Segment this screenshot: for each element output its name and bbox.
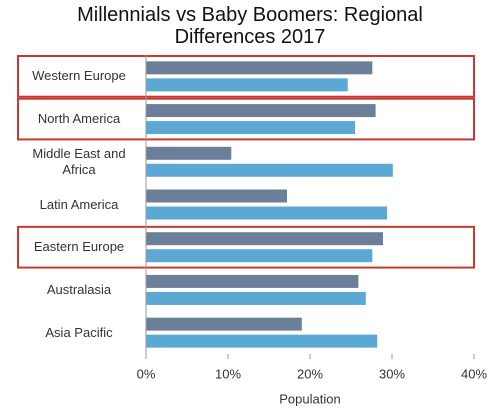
x-tick-label: 20% bbox=[297, 366, 323, 381]
category-label: Eastern Europe bbox=[33, 239, 125, 255]
bar bbox=[146, 146, 232, 160]
bar bbox=[146, 334, 378, 348]
bar bbox=[146, 104, 376, 118]
highlight-box bbox=[17, 97, 475, 141]
bar bbox=[146, 317, 302, 331]
category-label: Latin America bbox=[39, 196, 119, 212]
highlight-box bbox=[17, 55, 475, 98]
x-tick-label: 0% bbox=[137, 366, 156, 381]
category-label: Australasia bbox=[46, 281, 112, 297]
bar bbox=[146, 291, 366, 305]
bar bbox=[146, 189, 288, 203]
x-axis-label: Population bbox=[279, 391, 340, 406]
chart-title: Millennials vs Baby Boomers: Regional Di… bbox=[77, 4, 423, 48]
x-tick-label: 10% bbox=[215, 366, 241, 381]
highlight-box bbox=[17, 225, 475, 269]
bar bbox=[146, 121, 356, 135]
category-label: Asia Pacific bbox=[45, 324, 113, 340]
bar bbox=[146, 232, 383, 246]
bar bbox=[146, 61, 373, 75]
x-tick-label: 40% bbox=[461, 366, 487, 381]
category-label: Middle East and Africa bbox=[32, 145, 126, 177]
bar bbox=[146, 249, 373, 263]
bar bbox=[146, 206, 388, 220]
bar bbox=[146, 163, 393, 177]
bar bbox=[146, 274, 359, 288]
category-label: Western Europe bbox=[32, 68, 126, 84]
x-tick-label: 30% bbox=[379, 366, 405, 381]
category-label: North America bbox=[37, 111, 121, 127]
bar bbox=[146, 78, 348, 92]
